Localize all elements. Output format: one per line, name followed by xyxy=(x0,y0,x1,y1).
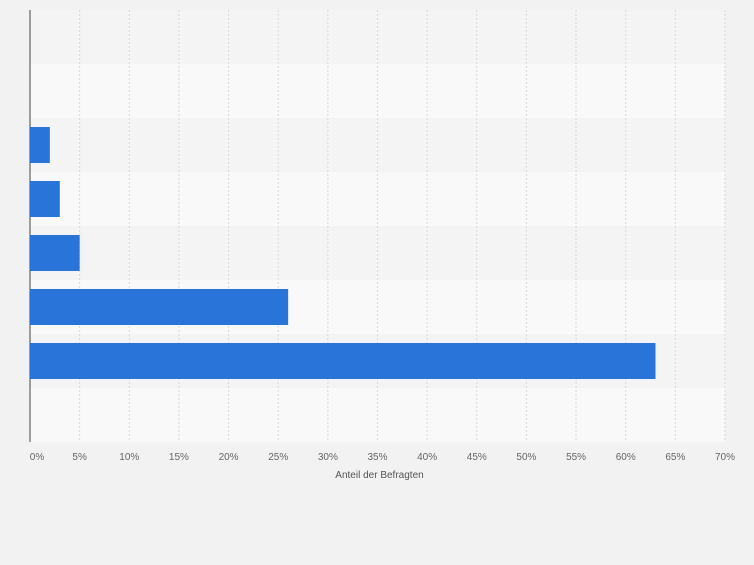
x-tick-label: 10% xyxy=(119,452,139,463)
x-tick-label: 35% xyxy=(367,452,387,463)
x-tick-label: 65% xyxy=(665,452,685,463)
bar xyxy=(30,235,80,271)
x-tick-label: 60% xyxy=(616,452,636,463)
x-tick-label: 55% xyxy=(566,452,586,463)
x-tick-label: 45% xyxy=(467,452,487,463)
x-tick-label: 40% xyxy=(417,452,437,463)
bar xyxy=(30,127,50,163)
x-tick-label: 50% xyxy=(516,452,536,463)
bar xyxy=(30,181,60,217)
x-tick-label: 70% xyxy=(715,452,735,463)
x-tick-label: 0% xyxy=(30,452,45,463)
x-axis-title: Anteil der Befragten xyxy=(335,470,423,481)
x-tick-label: 5% xyxy=(72,452,87,463)
x-tick-label: 25% xyxy=(268,452,288,463)
bars xyxy=(30,127,656,379)
x-tick-label: 20% xyxy=(219,452,239,463)
x-axis-ticks: 0% 5% 10% 15% 20% 25% 30% 35% 40% 45% 50% 55% 60% 65%… xyxy=(30,452,735,463)
bar xyxy=(30,289,289,325)
x-tick-label: 15% xyxy=(169,452,189,463)
x-tick-label: 30% xyxy=(318,452,338,463)
bar xyxy=(30,343,656,379)
